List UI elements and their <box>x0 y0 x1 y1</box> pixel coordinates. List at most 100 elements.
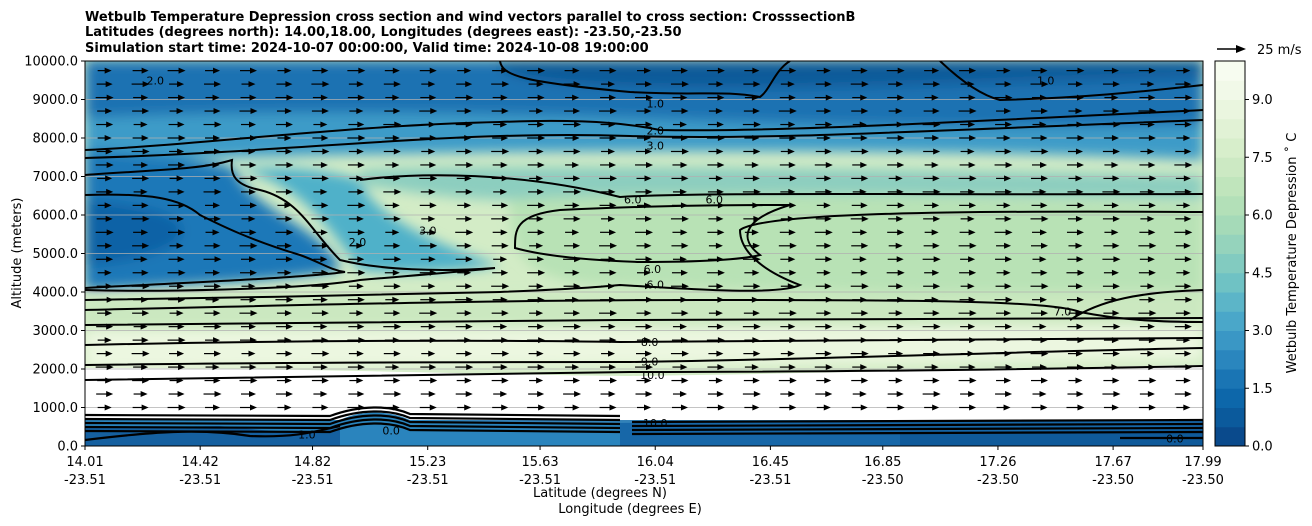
wind-arrow <box>888 108 903 115</box>
wind-arrow <box>348 121 365 128</box>
wind-arrow <box>670 148 689 155</box>
wind-arrow <box>527 404 546 411</box>
colorbar-segment <box>1215 253 1245 274</box>
wind-arrow <box>564 67 580 74</box>
wind-arrow <box>347 269 366 276</box>
contour-label: 1.0 <box>1037 74 1055 87</box>
wind-arrow <box>95 296 114 303</box>
wind-arrow <box>527 135 546 141</box>
wind-arrow <box>348 283 364 290</box>
wind-arrow <box>565 161 580 168</box>
wind-arrow <box>1175 283 1192 290</box>
wind-arrow <box>167 202 186 209</box>
wind-arrow <box>529 310 544 317</box>
wind-arrow <box>383 256 402 263</box>
wind-arrow <box>672 94 688 101</box>
wind-arrow <box>527 296 545 303</box>
colorbar: 0.0 1.5 3.0 4.5 6.0 7.5 9.0 <box>1214 60 1273 455</box>
y-tick-label: 10000.0 <box>24 55 78 70</box>
colorbar-segment <box>1215 80 1245 100</box>
wind-arrow <box>743 350 761 357</box>
wind-arrow <box>241 350 256 357</box>
wind-arrow <box>528 215 544 222</box>
wind-arrow <box>744 296 759 303</box>
wind-arrow <box>601 215 616 222</box>
wind-arrow <box>814 161 833 168</box>
wind-arrow <box>455 229 474 236</box>
wind-arrow <box>924 296 939 303</box>
wind-arrow <box>996 310 1012 317</box>
wind-arrow <box>815 121 833 128</box>
wind-arrow <box>563 323 582 330</box>
wind-arrow <box>815 323 833 330</box>
wind-arrow <box>347 67 366 74</box>
wind-arrow <box>528 323 545 330</box>
wind-arrow <box>635 94 653 101</box>
wind-arrow <box>205 229 220 236</box>
wind-arrow <box>995 148 1012 155</box>
wind-arrow <box>383 148 401 155</box>
wind-arrow <box>313 188 328 195</box>
wind-arrow <box>492 94 508 101</box>
wind-arrow <box>491 310 509 317</box>
wind-arrow <box>169 350 185 357</box>
wind-arrow <box>420 188 436 195</box>
wind-arrow <box>672 296 688 303</box>
plot-area: 1.02.03.06.0 6.06.06.08.09.010.010.01.07.… <box>85 61 1203 446</box>
wind-arrow <box>313 256 328 263</box>
wind-arrow <box>742 188 761 195</box>
wind-arrow <box>636 148 652 155</box>
wind-arrow <box>276 148 293 155</box>
wind-arrow <box>241 148 256 155</box>
wind-arrow <box>527 67 546 74</box>
wind-arrow <box>133 256 148 263</box>
wind-arrow <box>205 202 221 209</box>
wind-arrow <box>97 135 112 141</box>
wind-arrow <box>277 337 292 344</box>
colorbar-tick-label: 1.5 <box>1252 382 1273 397</box>
title-line-1: Wetbulb Temperature Depression cross sec… <box>85 10 855 25</box>
contour-label: 0.0 <box>382 425 400 438</box>
wind-arrow <box>995 350 1012 357</box>
wind-arrow <box>924 135 940 141</box>
wind-arrow <box>1030 350 1049 357</box>
wind-arrow <box>275 121 293 128</box>
x-axis: 14.01 -23.51 14.42 -23.51 14.82 -23.51 15.23 -2… <box>64 446 1224 488</box>
wind-arrow <box>275 391 293 398</box>
wind-arrow <box>421 148 436 155</box>
wind-arrow <box>671 135 688 141</box>
wind-arrow <box>888 175 903 182</box>
wind-arrow <box>527 337 546 344</box>
wind-arrow <box>780 283 795 290</box>
wind-arrow <box>97 67 112 74</box>
wind-arrow <box>312 67 329 74</box>
wind-arrow <box>168 229 186 236</box>
wind-arrow <box>744 404 760 411</box>
colorbar-segment <box>1215 388 1245 408</box>
wind-arrow <box>1031 404 1048 411</box>
wind-arrow <box>348 391 365 398</box>
wind-arrow <box>1067 188 1084 195</box>
contour-label: 10.0 <box>640 369 665 382</box>
wind-arrow <box>169 148 185 155</box>
wind-arrow <box>1103 310 1120 317</box>
wind-arrow <box>960 350 975 357</box>
wind-arrow <box>995 188 1013 195</box>
wind-arrow <box>995 215 1012 222</box>
wind-arrow <box>1103 67 1119 74</box>
wind-arrow <box>563 121 582 128</box>
wind-arrow <box>347 364 365 371</box>
wind-arrow <box>923 310 940 317</box>
wind-arrow <box>347 337 366 344</box>
wind-arrow <box>924 94 939 101</box>
wind-arrow <box>1174 296 1193 303</box>
wind-arrow <box>851 242 869 249</box>
wind-arrow <box>1139 94 1156 101</box>
wind-arrow <box>529 242 544 249</box>
wind-arrow <box>420 94 437 101</box>
y-tick-label: 6000.0 <box>33 209 79 224</box>
wind-arrow <box>239 242 258 249</box>
wind-arrow <box>205 67 221 74</box>
wind-arrow <box>1175 242 1191 249</box>
wind-arrow <box>97 310 113 317</box>
